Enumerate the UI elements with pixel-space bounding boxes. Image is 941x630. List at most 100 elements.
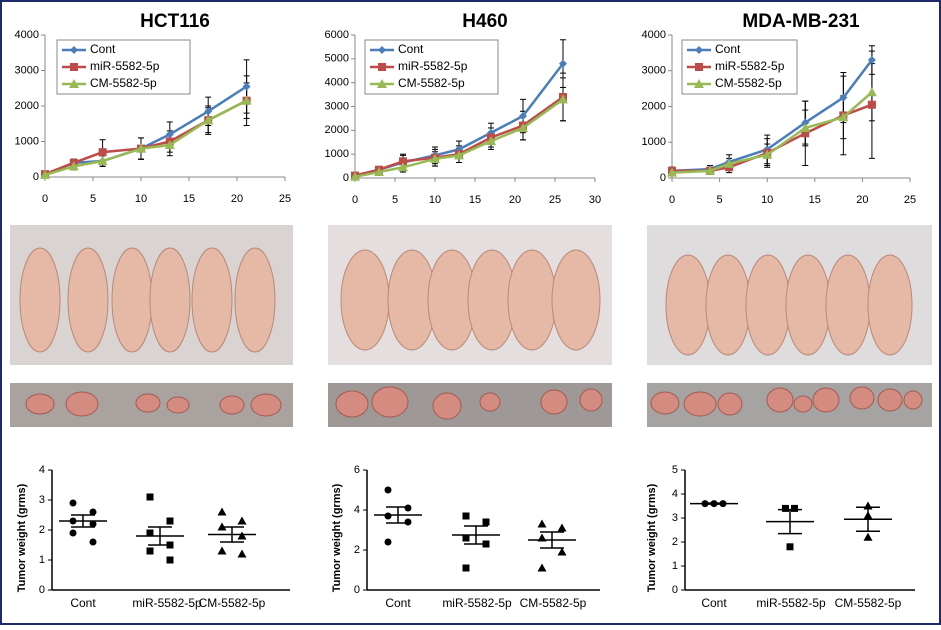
marker bbox=[557, 523, 567, 532]
marker bbox=[384, 538, 392, 546]
marker bbox=[89, 508, 97, 516]
marker bbox=[40, 169, 50, 179]
marker bbox=[136, 143, 146, 153]
x-tick-label: 0 bbox=[42, 193, 48, 205]
y-tick-label: 3000 bbox=[642, 65, 666, 77]
marker bbox=[867, 100, 876, 109]
marker bbox=[866, 87, 877, 97]
y-tick-label: 3 bbox=[672, 512, 678, 524]
legend-label: miR-5582-5p bbox=[90, 59, 160, 73]
marker bbox=[378, 63, 386, 71]
marker bbox=[146, 529, 154, 537]
marker bbox=[667, 167, 677, 177]
marker bbox=[165, 130, 174, 139]
marker bbox=[204, 107, 213, 116]
marker bbox=[801, 118, 810, 127]
photos bbox=[10, 225, 932, 427]
x-tick-label: CM-5582-5p bbox=[199, 596, 266, 610]
marker bbox=[69, 79, 79, 88]
marker bbox=[791, 504, 798, 512]
y-tick-label: 4 bbox=[672, 488, 678, 500]
y-tick-label: 4000 bbox=[15, 29, 39, 41]
marker bbox=[462, 564, 470, 572]
x-tick-label: 5 bbox=[717, 194, 723, 206]
y-tick-label: 5000 bbox=[325, 53, 349, 65]
marker bbox=[762, 149, 773, 159]
x-tick-label: 15 bbox=[183, 193, 195, 205]
y-tick-label: 0 bbox=[354, 584, 360, 596]
marker bbox=[97, 156, 108, 166]
y-tick-label: 1 bbox=[39, 554, 45, 566]
marker bbox=[237, 531, 247, 540]
x-tick-label: 20 bbox=[509, 194, 521, 206]
x-tick-label: 10 bbox=[135, 193, 147, 205]
y-tick-label: 1000 bbox=[15, 135, 39, 147]
legend-label: Cont bbox=[715, 42, 741, 56]
marker bbox=[69, 499, 77, 507]
marker bbox=[384, 486, 392, 494]
x-tick-label: 10 bbox=[761, 194, 773, 206]
marker bbox=[782, 504, 789, 512]
marker bbox=[404, 504, 412, 512]
marker bbox=[695, 63, 703, 71]
marker bbox=[867, 56, 876, 65]
y-tick-label: 3000 bbox=[325, 100, 349, 112]
y-tick-label: 0 bbox=[39, 584, 45, 596]
x-tick-label: 30 bbox=[589, 194, 601, 206]
y-tick-label: 2000 bbox=[325, 124, 349, 136]
marker bbox=[558, 94, 568, 104]
marker bbox=[462, 512, 470, 520]
marker bbox=[863, 532, 873, 541]
y-tick-label: 5 bbox=[672, 464, 678, 476]
chart-title: MDA-MB-231 bbox=[742, 11, 860, 32]
x-tick-label: 25 bbox=[549, 194, 561, 206]
legend-label: Cont bbox=[398, 42, 424, 56]
legend-label: miR-5582-5p bbox=[715, 59, 785, 73]
x-tick-label: miR-5582-5p bbox=[442, 596, 512, 610]
marker bbox=[559, 59, 567, 68]
marker bbox=[454, 150, 464, 160]
marker bbox=[242, 82, 251, 91]
marker bbox=[69, 529, 77, 537]
x-tick-label: 15 bbox=[469, 194, 481, 206]
y-tick-label: 3 bbox=[39, 494, 45, 506]
marker bbox=[404, 518, 412, 526]
legend-label: CM-5582-5p bbox=[90, 76, 157, 90]
x-tick-label: 15 bbox=[809, 194, 821, 206]
marker bbox=[377, 79, 387, 88]
y-tick-label: 6 bbox=[354, 464, 360, 476]
y-tick-label: 0 bbox=[343, 172, 349, 184]
y-tick-label: 0 bbox=[672, 584, 678, 596]
x-tick-label: 0 bbox=[352, 194, 358, 206]
x-tick-label: 5 bbox=[392, 194, 398, 206]
x-tick-label: Cont bbox=[385, 596, 411, 610]
marker bbox=[838, 112, 849, 122]
marker bbox=[166, 556, 174, 564]
y-tick-label: 4 bbox=[39, 464, 45, 476]
marker bbox=[800, 122, 811, 132]
marker bbox=[203, 115, 214, 125]
marker bbox=[70, 63, 78, 71]
y-tick-label: 2000 bbox=[15, 100, 39, 112]
x-tick-label: 10 bbox=[429, 194, 441, 206]
legend-label: CM-5582-5p bbox=[715, 76, 782, 90]
x-tick-label: 5 bbox=[90, 193, 96, 205]
marker bbox=[89, 538, 97, 546]
marker bbox=[695, 46, 703, 54]
marker bbox=[217, 507, 227, 516]
y-tick-label: 1 bbox=[672, 560, 678, 572]
marker bbox=[537, 519, 547, 528]
x-tick-label: Cont bbox=[70, 596, 96, 610]
y-tick-label: 2000 bbox=[642, 100, 666, 112]
marker bbox=[237, 549, 247, 558]
y-axis-label: Tumor weight (grms) bbox=[646, 483, 658, 592]
legend-label: Cont bbox=[90, 42, 116, 56]
marker bbox=[557, 547, 567, 556]
marker bbox=[166, 517, 174, 525]
y-tick-label: 3000 bbox=[15, 64, 39, 76]
marker bbox=[399, 157, 407, 166]
y-tick-label: 1000 bbox=[642, 136, 666, 148]
x-tick-label: 0 bbox=[669, 194, 675, 206]
marker bbox=[486, 136, 496, 146]
marker bbox=[70, 46, 78, 54]
